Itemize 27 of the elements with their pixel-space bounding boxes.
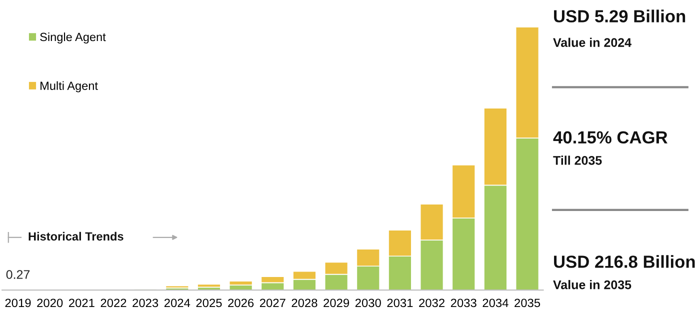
text: Till 2035 — [553, 156, 602, 165]
text: Value in 2024 — [553, 38, 632, 47]
x-tick-label: 2035 — [514, 298, 540, 308]
x-tick-label: 2031 — [387, 298, 413, 308]
x-tick-label: 2034 — [482, 298, 508, 308]
text: Value in 2035 — [553, 280, 632, 290]
x-tick-label: 2019 — [5, 298, 31, 308]
annotation: 0.27 — [6, 270, 30, 279]
x-tick-label: 2020 — [37, 298, 63, 308]
x-tick-label: 2029 — [324, 298, 350, 308]
x-tick-label: 2026 — [228, 298, 254, 308]
text: USD 5.29 Billion — [554, 10, 686, 22]
x-tick-label: 2024 — [164, 298, 190, 308]
text: USD 216.8 Billion — [554, 255, 695, 268]
legend-label: Single Agent — [40, 32, 106, 44]
annotation: Historical Trends — [28, 232, 124, 241]
x-tick-label: 2021 — [68, 298, 94, 308]
x-tick-label: 2030 — [355, 298, 381, 308]
x-tick-label: 2025 — [196, 298, 222, 308]
text: 40.15% CAGR — [553, 131, 668, 144]
x-tick-label: 2028 — [292, 298, 318, 308]
x-tick-label: 2027 — [260, 298, 286, 308]
x-tick-label: 2033 — [450, 298, 476, 308]
x-tick-label: 2023 — [132, 298, 158, 308]
x-tick-label: 2022 — [100, 298, 126, 308]
legend-label: Multi Agent — [40, 81, 98, 92]
x-tick-label: 2032 — [419, 298, 444, 308]
